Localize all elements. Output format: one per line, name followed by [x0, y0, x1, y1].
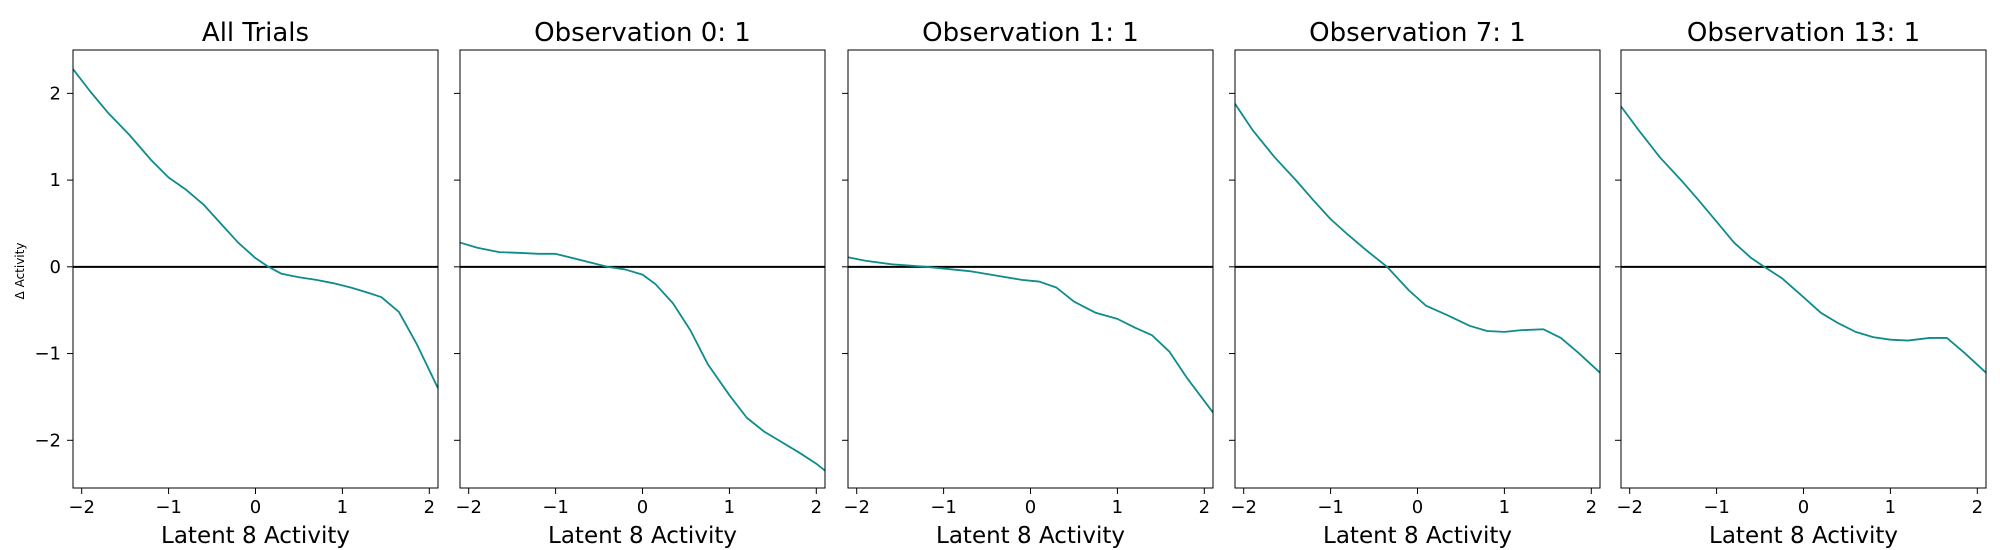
series-line	[72, 68, 439, 389]
x-axis-label: Latent 8 Activity	[548, 523, 737, 549]
chart-panel-5: Observation 13: 1 −2 −1 0 1 2 Latent 8 Activit…	[1615, 18, 1987, 549]
x-axis-label: Latent 8 Activity	[161, 523, 350, 549]
x-tick-label: 2	[811, 497, 822, 518]
y-axis-label: Δ Activity	[13, 243, 27, 300]
series-line	[459, 241, 826, 472]
x-tick-label: 0	[250, 497, 261, 518]
x-tick-label: −2	[455, 497, 482, 518]
x-axis-label: Latent 8 Activity	[936, 523, 1125, 549]
panel-title: Observation 13: 1	[1687, 18, 1920, 48]
chart-panel-4: Observation 7: 1 −2 −1 0 1 2 Latent 8 Activity	[1229, 18, 1601, 549]
panel-title: Observation 7: 1	[1309, 18, 1526, 48]
x-tick-label: 0	[1798, 497, 1809, 518]
x-tick-label: −1	[930, 497, 957, 518]
panel-title: Observation 1: 1	[922, 18, 1139, 48]
y-tick-label: −1	[34, 344, 61, 365]
chart-panel-2: Observation 0: 1 −2 −1 0 1 2 Latent 8 Activity	[454, 18, 826, 549]
panels: All Trials −2 −1 0 1 2 −2 −1 0 1 2 Latent 8 Activit…	[34, 18, 1987, 549]
panel-title: All Trials	[202, 18, 309, 48]
x-tick-label: −2	[68, 497, 95, 518]
plot-frame	[1234, 49, 1601, 489]
y-tick-label: 2	[50, 83, 61, 104]
series-line	[847, 256, 1214, 414]
panel-title: Observation 0: 1	[534, 18, 751, 48]
series-line	[1620, 105, 1987, 374]
x-axis-label: Latent 8 Activity	[1709, 523, 1898, 549]
x-tick-label: 1	[337, 497, 348, 518]
x-tick-label: 1	[1885, 497, 1896, 518]
chart-panel-3: Observation 1: 1 −2 −1 0 1 2 Latent 8 Activity	[842, 18, 1214, 549]
plot-frame	[72, 49, 439, 489]
plot-frame	[459, 49, 826, 489]
x-tick-label: −2	[1616, 497, 1643, 518]
x-tick-label: −1	[1317, 497, 1344, 518]
x-tick-label: 1	[724, 497, 735, 518]
y-tick-label: 0	[50, 257, 61, 278]
x-tick-label: 2	[1586, 497, 1597, 518]
x-tick-label: −1	[155, 497, 182, 518]
plot-frame	[1620, 49, 1987, 489]
x-tick-label: 0	[1025, 497, 1036, 518]
x-tick-label: −1	[542, 497, 569, 518]
y-tick-label: 1	[50, 170, 61, 191]
x-tick-label: −1	[1703, 497, 1730, 518]
x-tick-label: 2	[1199, 497, 1210, 518]
series-line	[1234, 103, 1601, 374]
x-axis-label: Latent 8 Activity	[1323, 523, 1512, 549]
y-tick-label: −2	[34, 430, 61, 451]
plot-frame	[847, 49, 1214, 489]
x-tick-label: 1	[1112, 497, 1123, 518]
x-tick-label: 1	[1499, 497, 1510, 518]
x-tick-label: −2	[1230, 497, 1257, 518]
x-tick-label: 2	[1972, 497, 1983, 518]
x-tick-label: 0	[1412, 497, 1423, 518]
chart-panel-1: All Trials −2 −1 0 1 2 −2 −1 0 1 2 Latent 8 Activit…	[34, 18, 439, 549]
x-tick-label: 2	[424, 497, 435, 518]
x-tick-label: −2	[843, 497, 870, 518]
x-tick-label: 0	[637, 497, 648, 518]
